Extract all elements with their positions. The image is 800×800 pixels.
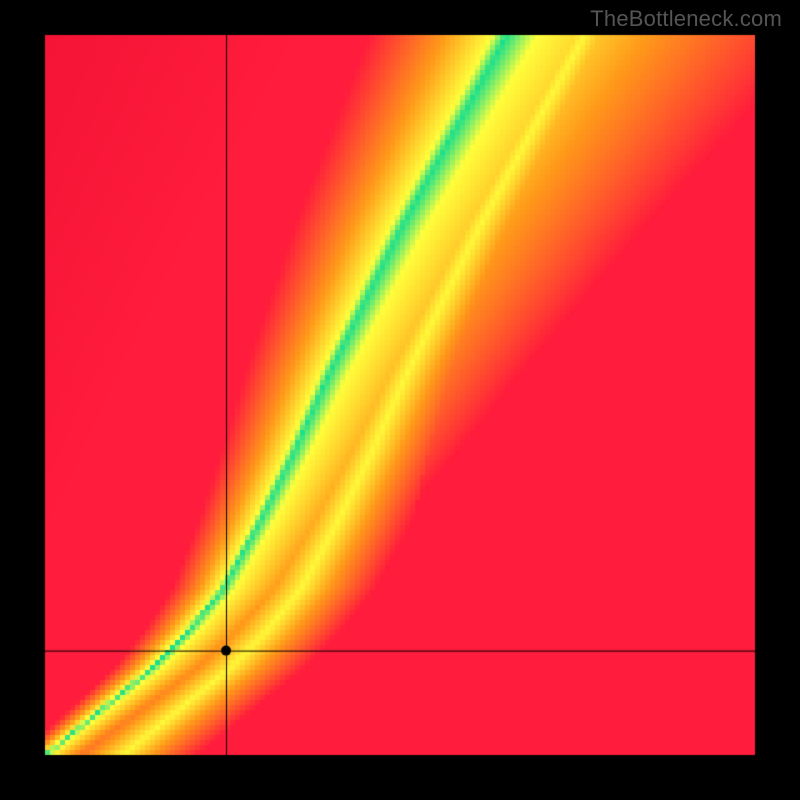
chart-container: { "watermark_text": "TheBottleneck.com",… xyxy=(0,0,800,800)
bottleneck-heatmap xyxy=(0,0,800,800)
watermark-text: TheBottleneck.com xyxy=(590,6,782,32)
